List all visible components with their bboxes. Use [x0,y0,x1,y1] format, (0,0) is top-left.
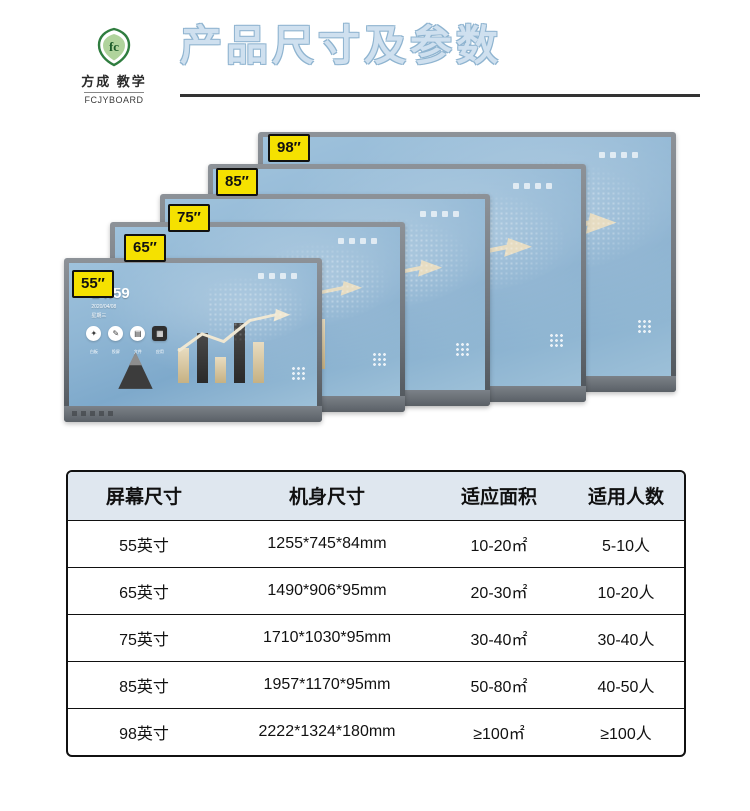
cell-body-size: 1255*745*84mm [220,520,434,568]
cell-screen-size: 98英寸 [119,725,169,743]
table-row: 98英寸 2222*1324*180mm ≥100㎡ ≥100人 [68,708,684,755]
cell-people: 40-50人 [564,661,684,709]
table-row: 55英寸 1255*745*84mm 10-20㎡ 5-10人 [68,520,684,568]
col-header-people: 适用人数 [564,472,684,521]
screen-statusbar-75 [420,210,460,218]
col-header-body-size: 机身尺寸 [220,472,434,521]
cell-people: 5-10人 [564,520,684,568]
app-label-0: 白板 [89,348,98,354]
cell-screen-size: 75英寸 [68,614,220,662]
screen-dots-75 [455,341,469,356]
bezel-55 [64,406,322,422]
product-display-55[interactable]: 14:59 2020/04/08 星期三 ✦ ✎ ▤ ▦ 白板 投屏 文件 应用 [64,258,322,422]
screen-mountain-graphic [114,346,178,389]
table-header-row: 屏幕尺寸 机身尺寸 适应面积 适用人数 [68,472,684,521]
cell-body-size: 1490*906*95mm [220,567,434,615]
screen-statusbar-55 [258,272,298,280]
cell-people: 10-20人 [564,567,684,615]
table-row: 85英寸 1957*1170*95mm 50-80㎡ 40-50人 [68,661,684,709]
brand-logo: fc 方成 教学 FCJYBOARD [62,26,166,105]
screen-app-launcher[interactable]: ✦ ✎ ▤ ▦ [86,325,168,341]
product-lineup: 98″ 85″ [0,112,750,442]
page-title-wrap: 产品尺寸及参数 [180,20,700,73]
screen-statusbar-98 [599,151,639,159]
screen-statusbar-65 [338,237,378,245]
size-tag-85: 85″ [216,168,258,196]
cell-area: 20-30㎡ [434,567,564,615]
title-underline [180,94,700,97]
paint-icon[interactable]: ✎ [108,325,124,341]
cell-area: 30-40㎡ [434,614,564,662]
folder-icon[interactable]: ▤ [130,325,146,341]
screen-dots-85 [548,332,563,347]
logo-english-name: FCJYBOARD [84,92,144,105]
app-label-2: 文件 [133,348,142,354]
cell-screen-size: 65英寸 [68,567,220,615]
table-row: 75英寸 1710*1030*95mm 30-40㎡ 30-40人 [68,614,684,662]
cell-screen-size: 55英寸 [68,520,220,568]
cell-people: 30-40人 [564,614,684,662]
size-tag-98: 98″ [268,134,310,162]
app-label-3: 应用 [155,348,164,354]
page-header: fc 方成 教学 FCJYBOARD 产品尺寸及参数 [0,0,750,112]
cell-people: ≥100人 [600,725,652,743]
cell-area: 10-20㎡ [434,520,564,568]
cell-body-size: 1710*1030*95mm [220,614,434,662]
size-tag-55: 55″ [72,270,114,298]
svg-text:fc: fc [109,39,119,54]
clock-date: 2020/04/08 [91,303,117,310]
cell-screen-size: 85英寸 [68,661,220,709]
col-header-area: 适应面积 [434,472,564,521]
screen-dots-65 [371,351,386,366]
screen-dots-55 [290,366,305,381]
screen-statusbar-85 [512,182,552,190]
col-header-screen-size: 屏幕尺寸 [68,472,220,521]
screen-dots-98 [636,318,651,333]
spec-table: 屏幕尺寸 机身尺寸 适应面积 适用人数 55英寸 1255*745*84mm 1… [66,470,686,757]
cell-body-size: 2222*1324*180mm [258,722,396,740]
size-tag-65: 65″ [124,234,166,262]
logo-leaf-icon: fc [93,26,135,68]
cell-area: ≥100㎡ [473,725,525,743]
screen-app-labels: 白板 投屏 文件 应用 [86,349,167,355]
page-title: 产品尺寸及参数 [180,22,503,69]
compass-icon[interactable]: ✦ [86,325,102,341]
table-row: 65英寸 1490*906*95mm 20-30㎡ 10-20人 [68,567,684,615]
cell-area: 50-80㎡ [434,661,564,709]
screen-graphic-55 [173,294,297,384]
cell-body-size: 1957*1170*95mm [220,661,434,709]
grid-icon[interactable]: ▦ [152,325,168,341]
app-label-1: 投屏 [111,348,120,354]
size-tag-75: 75″ [168,204,210,232]
clock-weekday: 星期三 [91,312,107,319]
logo-chinese-name: 方成 教学 [81,74,147,89]
